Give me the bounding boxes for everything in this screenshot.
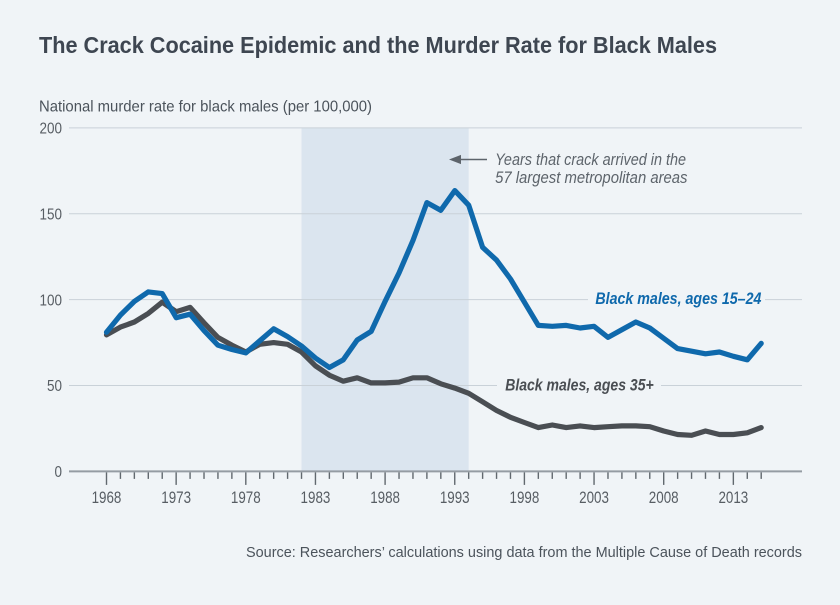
y-tick-label-0: 0: [55, 464, 63, 481]
x-tick-label-1998: 1998: [510, 489, 540, 507]
x-axis: [69, 470, 802, 485]
x-tick-label-1973: 1973: [161, 489, 191, 507]
series-label-35plus: Black males, ages 35+: [505, 375, 654, 394]
series-label-masks: [497, 288, 765, 397]
label-mask-15-24: [588, 288, 765, 311]
y-tick-label-100: 100: [40, 292, 63, 309]
label-mask-35plus: [497, 374, 661, 397]
x-tick-label-1978: 1978: [231, 489, 261, 507]
annotation-arrow-head: [449, 154, 461, 165]
y-tick-label-50: 50: [47, 378, 62, 395]
source-note: Source: Researchers’ calculations using …: [246, 544, 802, 561]
x-tick-label-2008: 2008: [649, 489, 679, 507]
x-tick-label-1988: 1988: [370, 489, 400, 507]
x-tick-label-1983: 1983: [301, 489, 331, 507]
x-tick-label-2003: 2003: [579, 489, 609, 507]
crack-years-annotation: Years that crack arrived in the 57 large…: [449, 150, 688, 187]
y-tick-labels: 0 50 100 150 200: [40, 121, 63, 482]
x-tick-labels: 1968 1973 1978 1983 1988 1993 1998 2003 2008 2013: [92, 489, 749, 507]
gridlines: [69, 127, 802, 387]
series-label-15-24: Black males, ages 15–24: [595, 289, 761, 308]
annotation-line1: Years that crack arrived in the: [495, 150, 686, 169]
x-tick-label-2013: 2013: [718, 489, 748, 507]
x-tick-label-1993: 1993: [440, 489, 470, 507]
line-black-males-35plus: [103, 299, 764, 438]
y-axis-unit-label: National murder rate for black males (pe…: [39, 99, 372, 116]
y-tick-label-150: 150: [40, 206, 63, 223]
y-tick-label-200: 200: [40, 121, 63, 138]
line-black-males-15-24: [103, 188, 764, 371]
chart-title: The Crack Cocaine Epidemic and the Murde…: [39, 32, 717, 58]
x-tick-label-1968: 1968: [92, 489, 122, 507]
annotation-line2: 57 largest metropolitan areas: [495, 168, 688, 187]
